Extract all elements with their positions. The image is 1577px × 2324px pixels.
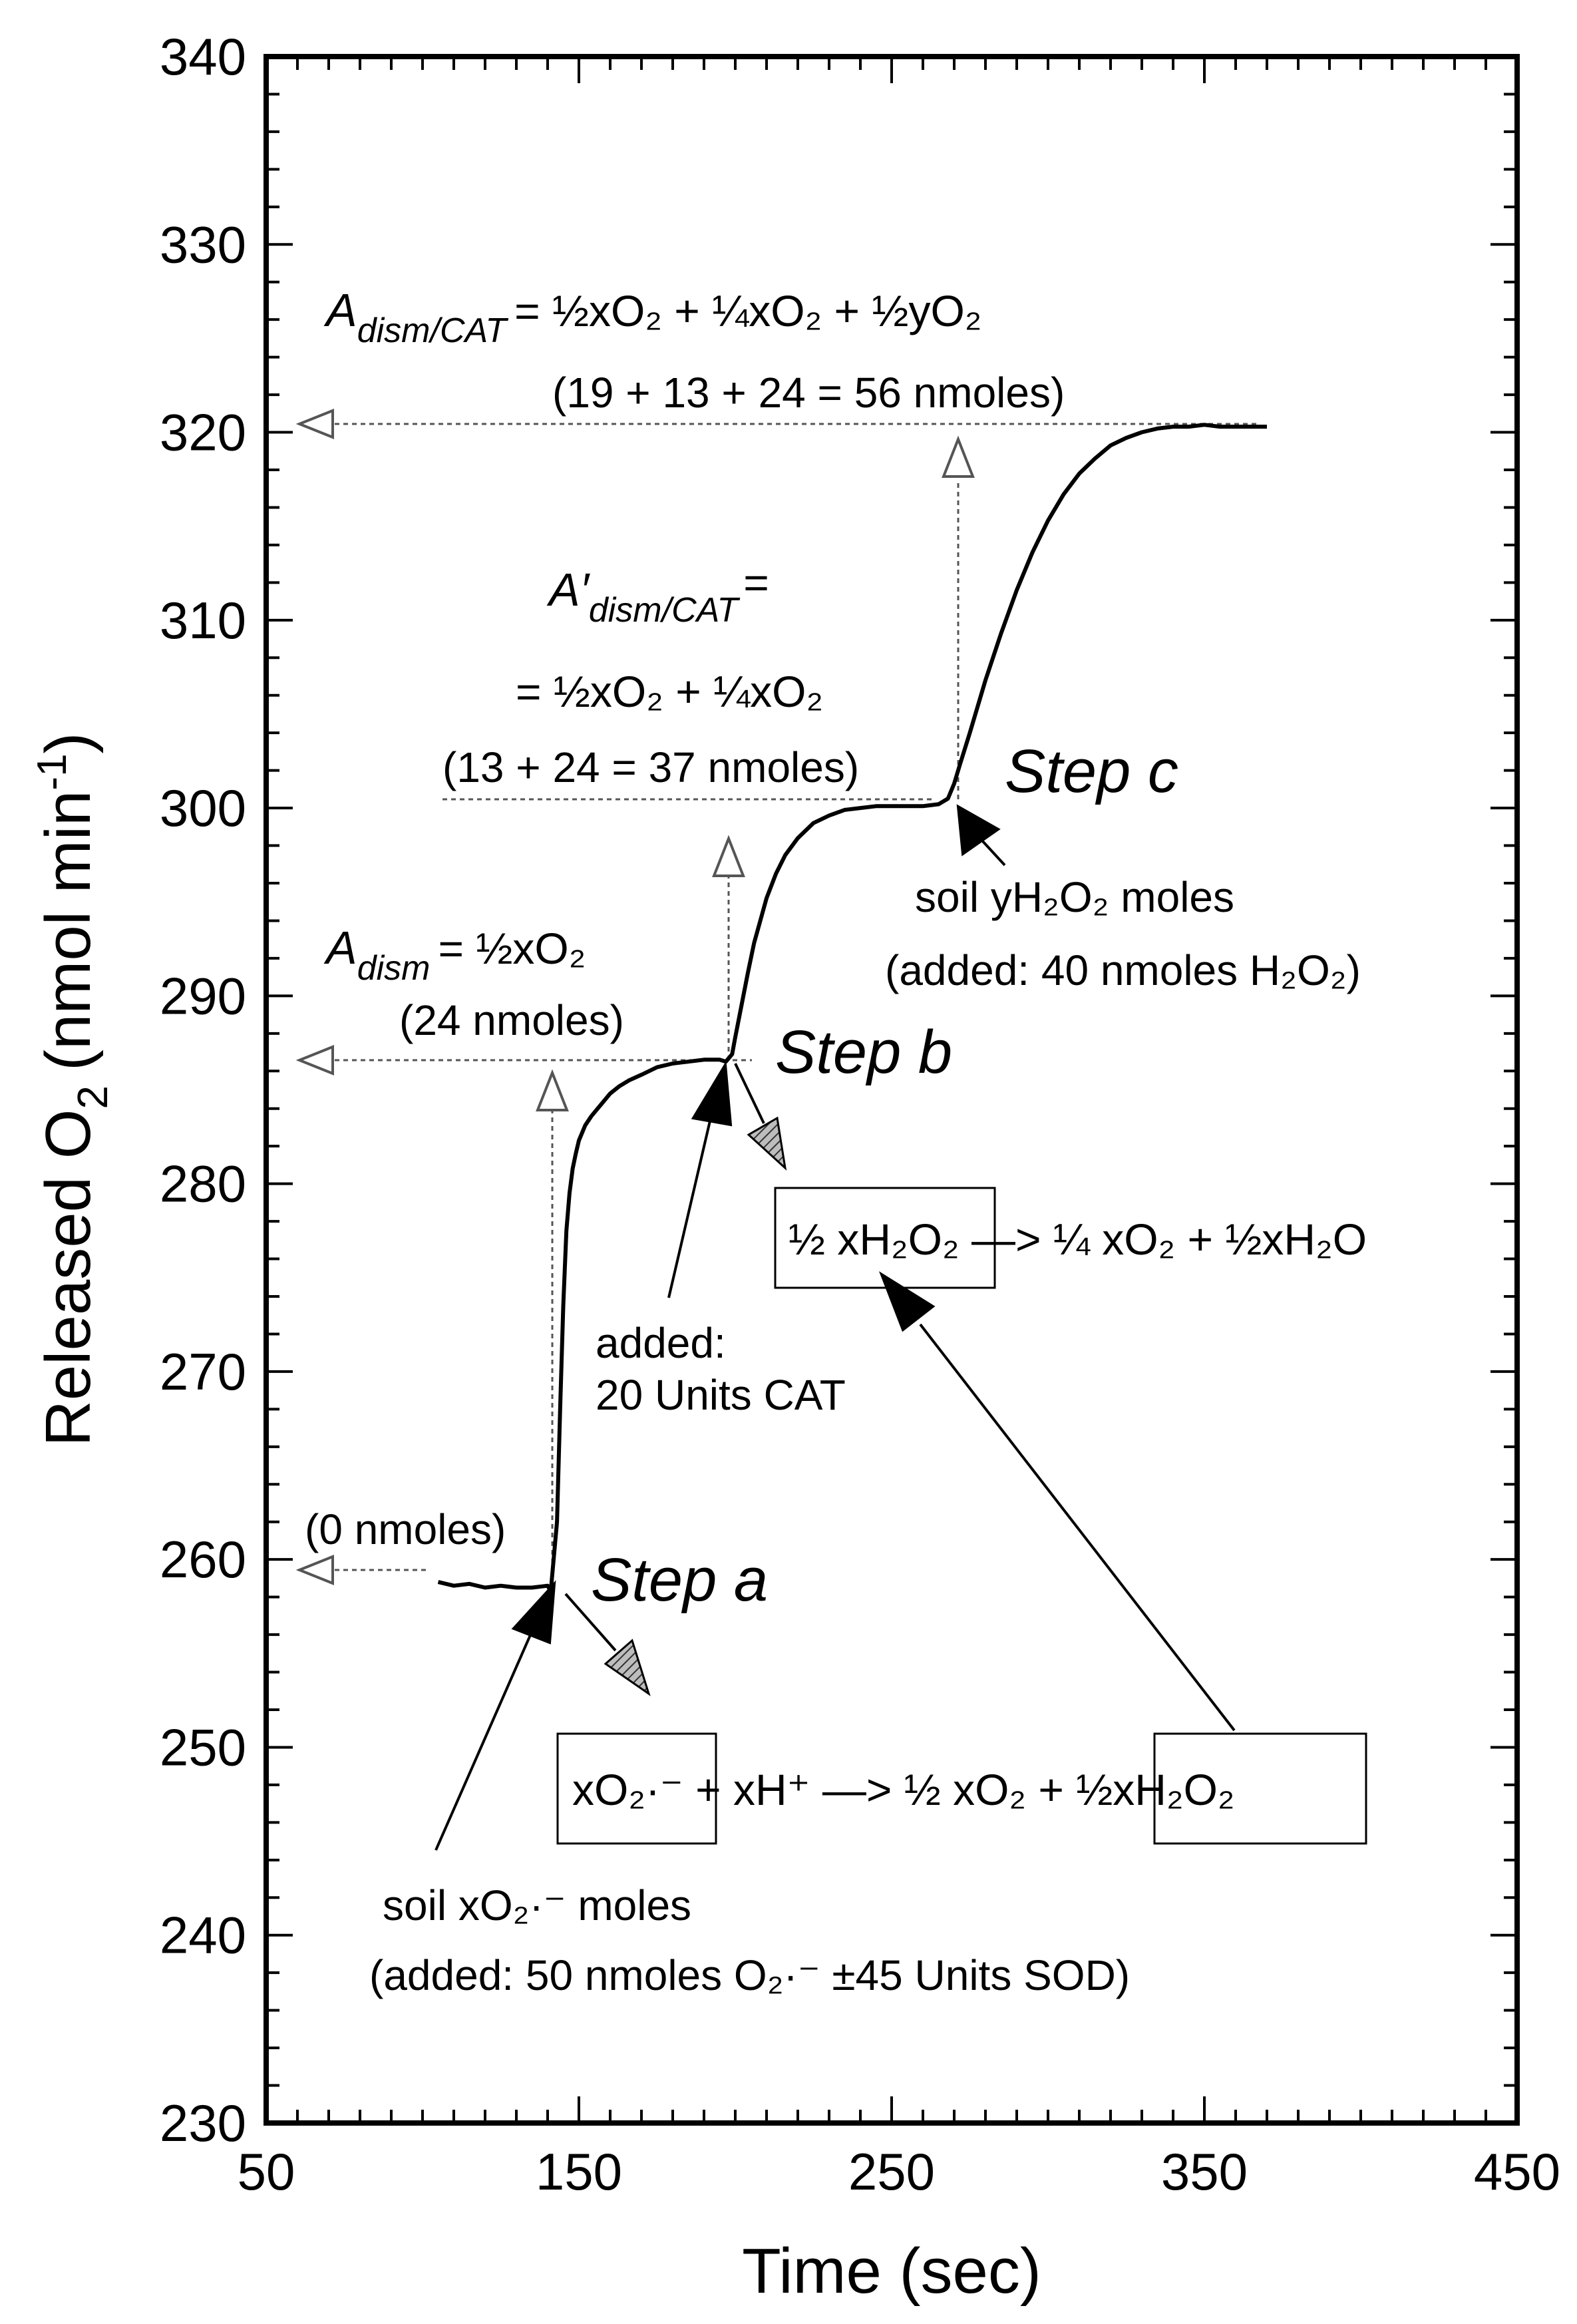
- arrow-left-286: [295, 1045, 334, 1075]
- step-a-label: Step a: [591, 1546, 768, 1614]
- hatched-arrow-b-shaft: [734, 1063, 765, 1124]
- y-tick-label: 260: [160, 1530, 246, 1589]
- a-dism-value: (24 nmoles): [399, 996, 624, 1044]
- y-tick-label: 240: [160, 1906, 246, 1965]
- y-tick-label: 250: [160, 1718, 246, 1776]
- arrow-reaction-b-head: [878, 1271, 936, 1332]
- a-dism-equation: Adism = ½xO₂: [323, 922, 586, 988]
- reaction-a-equation: xO₂·⁻ + xH⁺ —> ½ xO₂ + ½xH₂O₂: [572, 1765, 1235, 1814]
- x-tick-label: 50: [238, 2142, 295, 2201]
- soil-x-line1: soil xO₂·⁻ moles: [383, 1881, 691, 1929]
- arrow-up-b: [712, 835, 745, 877]
- box-half-xh2o2-bottom: [1153, 1732, 1367, 1845]
- y-tick-label: 300: [160, 779, 246, 837]
- box-half-xh2o2-top: [774, 1187, 996, 1289]
- reaction-b-equation: ½ xH₂O₂ —> ¼ xO₂ + ½xH₂O: [788, 1215, 1367, 1264]
- a-total-value: (19 + 13 + 24 = 56 nmoles): [552, 369, 1065, 417]
- arrow-soil-x-head: [511, 1580, 556, 1645]
- y-tick-label: 320: [160, 403, 246, 462]
- arrow-cat-shaft: [667, 1117, 712, 1298]
- arrow-soil-y-head: [956, 804, 1001, 857]
- y-tick-label: 230: [160, 2094, 246, 2152]
- zero-nmoles-label: (0 nmoles): [305, 1505, 506, 1553]
- arrow-soil-y-shaft: [980, 839, 1006, 867]
- arrow-left-259: [295, 1555, 334, 1585]
- guide-lines: [326, 423, 1258, 1572]
- arrow-up-a: [536, 1069, 569, 1111]
- hatched-arrow-b-head: [747, 1116, 787, 1171]
- x-tick-label: 350: [1161, 2142, 1248, 2201]
- step-c-label: Step c: [1005, 737, 1178, 805]
- arrow-soil-x-shaft: [435, 1630, 534, 1851]
- hatched-arrow-a-head: [604, 1639, 651, 1696]
- y-tick-label: 290: [160, 966, 246, 1025]
- arrow-left-320: [295, 409, 334, 439]
- x-tick-label: 250: [848, 2142, 935, 2201]
- cat-added-line2: 20 Units CAT: [596, 1371, 846, 1419]
- y-tick-label: 280: [160, 1155, 246, 1213]
- x-tick-label: 450: [1474, 2142, 1560, 2201]
- soil-x-line2: (added: 50 nmoles O₂·⁻ ±45 Units SOD): [369, 1951, 1130, 1999]
- arrow-cat-head: [691, 1060, 733, 1127]
- species-boxes: [556, 1187, 1367, 1845]
- arrow-up-c: [942, 435, 975, 478]
- box-xo2-radical: [556, 1732, 717, 1845]
- x-tick-label: 150: [536, 2142, 622, 2201]
- soil-y-line1: soil yH₂O₂ moles: [915, 873, 1234, 921]
- y-axis-title: Released O2(nmol min-1): [29, 732, 116, 1446]
- a-prime-value: (13 + 24 = 37 nmoles): [442, 743, 859, 791]
- hatched-arrow-a-shaft: [564, 1593, 617, 1652]
- arrow-reaction-b-shaft: [919, 1323, 1236, 1732]
- step-b-label: Step b: [775, 1018, 952, 1086]
- a-total-equation: Adism/CAT = ½xO₂ + ¼xO₂ + ½yO₂: [323, 284, 981, 350]
- y-tick-label: 270: [160, 1342, 246, 1401]
- hollow-arrows: [295, 409, 975, 1585]
- y-tick-label: 330: [160, 215, 246, 274]
- y-tick-label: 340: [160, 27, 246, 86]
- tick-marks: [265, 55, 1518, 2124]
- soil-y-line2: (added: 40 nmoles H₂O₂): [885, 946, 1361, 994]
- a-prime-equation-line1: A′dism/CAT=: [546, 558, 769, 630]
- cat-added-line1: added:: [596, 1319, 726, 1367]
- x-axis-title: Time (sec): [742, 2235, 1041, 2307]
- hatched-arrows: [564, 1063, 787, 1696]
- y-tick-label: 310: [160, 591, 246, 650]
- pointer-arrows: [435, 804, 1236, 1851]
- a-prime-equation-line2: = ½xO₂ + ¼xO₂: [516, 667, 823, 716]
- series-line: [437, 423, 1267, 1594]
- tick-labels: 50 150 250 350 450 230 240 250 260 270 280 290 300 31…: [160, 27, 1560, 2201]
